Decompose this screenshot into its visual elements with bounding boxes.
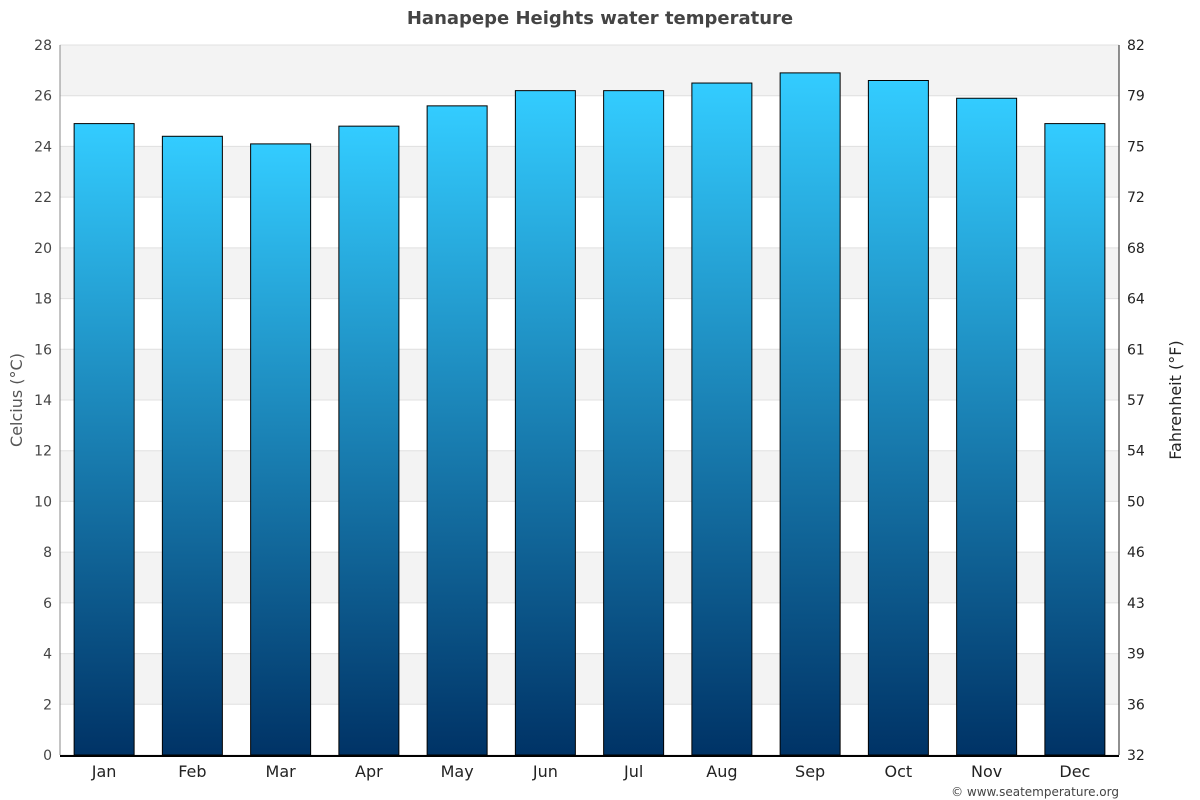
y-tick-label-left: 6 — [43, 596, 52, 612]
grid-band — [60, 349, 1119, 400]
y-tick-label-left: 28 — [34, 38, 52, 54]
x-tick-label: Jun — [532, 762, 558, 781]
y-tick-label-right: 50 — [1127, 494, 1145, 510]
x-tick-label: Jul — [623, 762, 643, 781]
bar-nov — [956, 97, 1018, 756]
credit-text: © www.seatemperature.org — [951, 785, 1119, 799]
bar-oct — [867, 80, 929, 756]
bar-dec — [1044, 123, 1106, 756]
y-tick-label-right: 72 — [1127, 190, 1145, 206]
y-tick-label-right: 61 — [1127, 342, 1145, 358]
bar-apr — [338, 125, 400, 756]
x-tick-label: May — [441, 762, 474, 781]
y-axis-label-left: Celcius (°C) — [7, 353, 26, 447]
y-tick-label-right: 79 — [1127, 89, 1145, 105]
x-tick-label: Dec — [1059, 762, 1090, 781]
y-tick-label-left: 22 — [34, 190, 52, 206]
y-tick-label-right: 43 — [1127, 596, 1145, 612]
y-tick-label-left: 16 — [34, 342, 52, 358]
y-tick-label-right: 32 — [1127, 748, 1145, 764]
y-tick-label-right: 82 — [1127, 38, 1145, 54]
bar-sep — [779, 72, 841, 756]
bar-feb — [161, 135, 223, 756]
x-tick-label: Oct — [885, 762, 913, 781]
y-tick-label-left: 12 — [34, 444, 52, 460]
x-tick-label: Apr — [355, 762, 383, 781]
y-tick-label-right: 39 — [1127, 647, 1145, 663]
x-tick-label: Feb — [178, 762, 206, 781]
y-tick-label-left: 8 — [43, 545, 52, 561]
grid-band — [60, 45, 1119, 96]
bar-aug — [691, 82, 753, 756]
bar-jun — [514, 90, 576, 756]
grid-band — [60, 653, 1119, 705]
y-tick-label-left: 20 — [34, 241, 52, 257]
x-tick-label: Mar — [266, 762, 297, 781]
grid-band — [60, 552, 1119, 603]
y-tick-label-right: 57 — [1127, 393, 1145, 409]
y-tick-label-left: 26 — [34, 89, 52, 105]
y-tick-label-left: 10 — [34, 494, 52, 510]
y-tick-label-right: 54 — [1127, 444, 1145, 460]
x-tick-label: Sep — [795, 762, 825, 781]
y-tick-label-left: 0 — [43, 748, 52, 764]
y-tick-label-left: 18 — [34, 292, 52, 308]
y-tick-label-right: 68 — [1127, 241, 1145, 257]
bar-jan — [73, 123, 135, 756]
y-tick-label-left: 2 — [43, 697, 52, 713]
y-tick-label-left: 14 — [34, 393, 52, 409]
bar-mar — [250, 143, 312, 756]
y-tick-label-left: 4 — [43, 647, 52, 663]
y-tick-label-right: 64 — [1127, 292, 1145, 308]
grid-band — [60, 247, 1119, 299]
bar-jul — [603, 90, 665, 756]
y-tick-label-right: 75 — [1127, 139, 1145, 155]
y-axis-label-right: Fahrenheit (°F) — [1166, 340, 1185, 459]
grid-band — [60, 146, 1119, 198]
grid-band — [60, 450, 1119, 502]
y-tick-label-right: 36 — [1127, 697, 1145, 713]
x-tick-label: Jan — [91, 762, 117, 781]
y-tick-label-left: 24 — [34, 139, 52, 155]
bar-may — [426, 105, 488, 756]
x-tick-label: Nov — [971, 762, 1002, 781]
x-tick-label: Aug — [706, 762, 737, 781]
chart-title: Hanapepe Heights water temperature — [407, 8, 793, 29]
y-tick-label-right: 46 — [1127, 545, 1145, 561]
